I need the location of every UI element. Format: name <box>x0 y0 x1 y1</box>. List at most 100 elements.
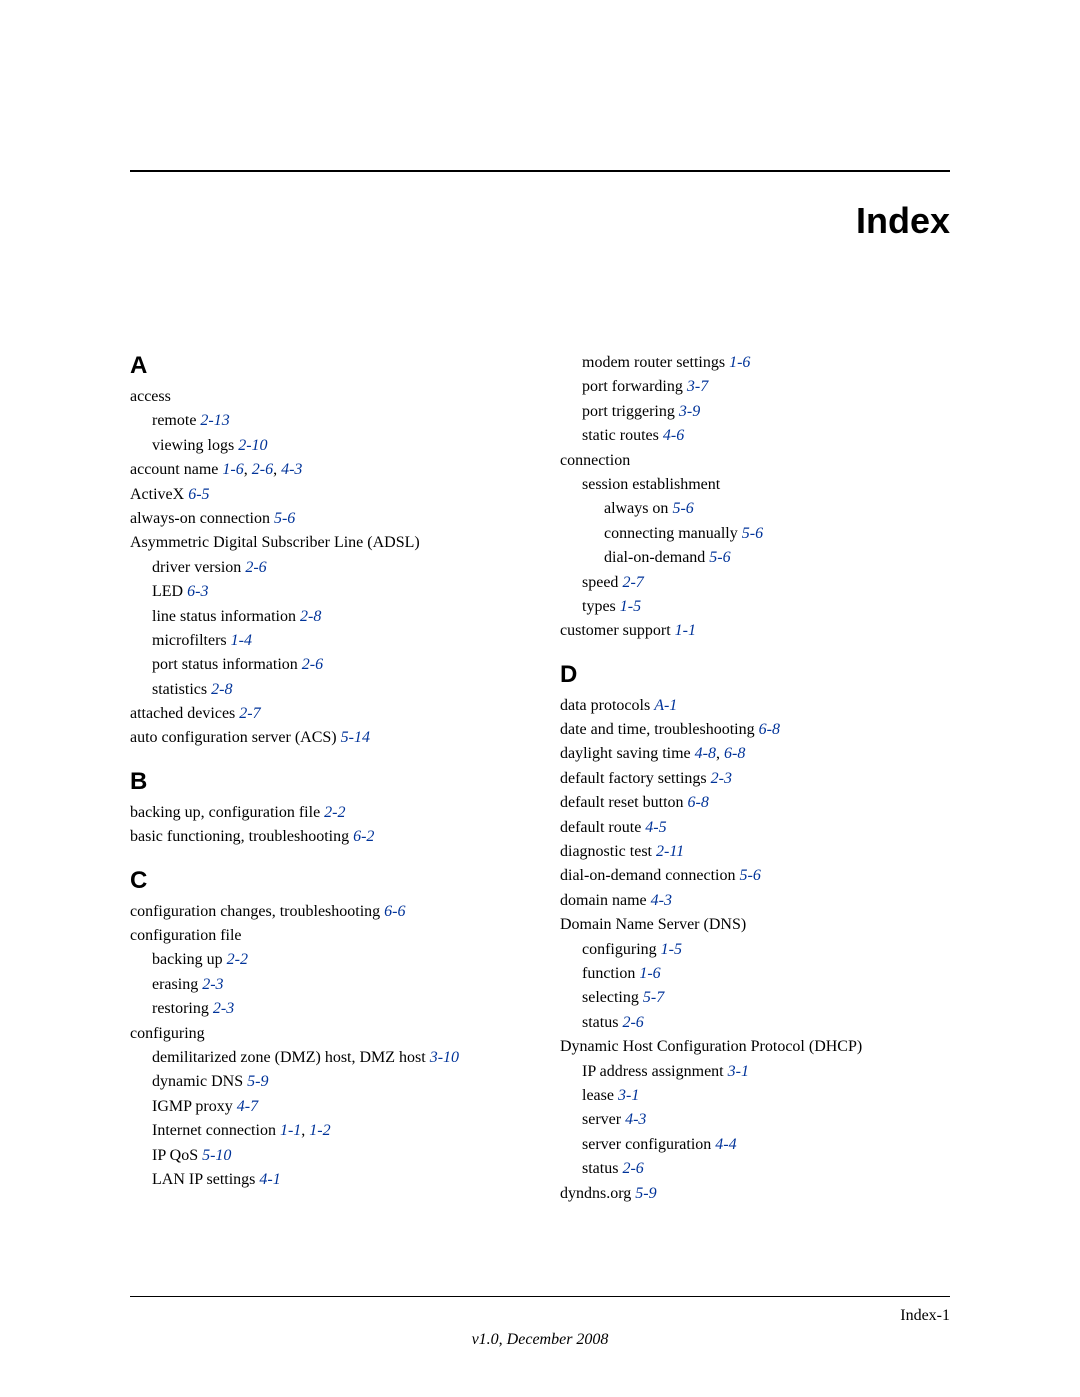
entry-text: LAN IP settings <box>152 1171 255 1188</box>
index-entry: IP address assignment 3-1 <box>560 1061 950 1083</box>
entry-text: server <box>582 1111 621 1128</box>
page-ref-link[interactable]: 1-6 <box>222 461 243 478</box>
page-ref-link[interactable]: 2-6 <box>245 559 266 576</box>
entry-text: diagnostic test <box>560 843 652 860</box>
page-ref-link[interactable]: 1-5 <box>661 941 682 958</box>
index-entry: customer support 1-1 <box>560 620 950 642</box>
page-ref-link[interactable]: 5-6 <box>740 867 761 884</box>
page-ref-link[interactable]: A-1 <box>654 697 677 714</box>
page-ref-link[interactable]: 2-6 <box>622 1014 643 1031</box>
page-ref-link[interactable]: 6-8 <box>688 794 709 811</box>
page-ref-link[interactable]: 2-3 <box>202 976 223 993</box>
page-ref-link[interactable]: 3-7 <box>687 378 708 395</box>
page-ref-link[interactable]: 3-1 <box>618 1087 639 1104</box>
entry-text: session establishment <box>582 476 720 493</box>
index-entry: Dynamic Host Configuration Protocol (DHC… <box>560 1036 950 1058</box>
page-ref-link[interactable]: 5-6 <box>709 549 730 566</box>
column-left: Aaccessremote 2-13viewing logs 2-10accou… <box>130 352 520 1207</box>
index-entry: default factory settings 2-3 <box>560 768 950 790</box>
page-ref-link[interactable]: 4-7 <box>237 1098 258 1115</box>
page-ref-link[interactable]: 2-7 <box>239 705 260 722</box>
entry-text: status <box>582 1014 618 1031</box>
index-entry: dynamic DNS 5-9 <box>130 1071 520 1093</box>
page-ref-link[interactable]: 2-10 <box>238 437 267 454</box>
page-ref-link[interactable]: 3-1 <box>728 1063 749 1080</box>
page-ref-link[interactable]: 2-6 <box>622 1160 643 1177</box>
page-ref-link[interactable]: 3-10 <box>430 1049 459 1066</box>
page-ref-link[interactable]: 2-2 <box>324 804 345 821</box>
page-ref-link[interactable]: 5-10 <box>202 1147 231 1164</box>
page-ref-link[interactable]: 2-8 <box>300 608 321 625</box>
entry-text: connection <box>560 452 630 469</box>
page-ref-link[interactable]: 1-4 <box>231 632 252 649</box>
page-ref-link[interactable]: 5-14 <box>341 729 370 746</box>
page-ref-link[interactable]: 2-3 <box>213 1000 234 1017</box>
entry-text: attached devices <box>130 705 235 722</box>
page-ref-link[interactable]: 1-1 <box>280 1122 301 1139</box>
section-letter-a: A <box>130 352 520 380</box>
page-ref-link[interactable]: 6-2 <box>353 828 374 845</box>
index-entry: Internet connection 1-1, 1-2 <box>130 1120 520 1142</box>
entry-text: domain name <box>560 892 647 909</box>
page-ref-link[interactable]: 2-8 <box>211 681 232 698</box>
index-entry: diagnostic test 2-11 <box>560 841 950 863</box>
index-entry: restoring 2-3 <box>130 998 520 1020</box>
entry-text: Asymmetric Digital Subscriber Line (ADSL… <box>130 534 420 551</box>
index-entry: domain name 4-3 <box>560 890 950 912</box>
page-ref-link[interactable]: 5-6 <box>742 525 763 542</box>
page-ref-link[interactable]: 1-6 <box>729 354 750 371</box>
index-entry: status 2-6 <box>560 1158 950 1180</box>
entry-text: default route <box>560 819 641 836</box>
page-ref-link[interactable]: 2-13 <box>200 412 229 429</box>
page-ref-link[interactable]: 1-2 <box>309 1122 330 1139</box>
entry-text: configuration file <box>130 927 242 944</box>
index-entry: microfilters 1-4 <box>130 630 520 652</box>
index-entry: connection <box>560 450 950 472</box>
entry-text: viewing logs <box>152 437 234 454</box>
page-ref-link[interactable]: 6-3 <box>187 583 208 600</box>
page: Index Aaccessremote 2-13viewing logs 2-1… <box>0 0 1080 1397</box>
page-ref-link[interactable]: 5-9 <box>247 1073 268 1090</box>
entry-text: Internet connection <box>152 1122 276 1139</box>
page-ref-link[interactable]: 6-8 <box>724 745 745 762</box>
index-entry: IP QoS 5-10 <box>130 1145 520 1167</box>
page-ref-link[interactable]: 4-4 <box>715 1136 736 1153</box>
page-ref-link[interactable]: 1-1 <box>675 622 696 639</box>
page-ref-link[interactable]: 2-2 <box>227 951 248 968</box>
entry-text: dyndns.org <box>560 1185 631 1202</box>
page-ref-link[interactable]: 2-7 <box>622 574 643 591</box>
index-entry: remote 2-13 <box>130 410 520 432</box>
page-ref-link[interactable]: 2-6 <box>252 461 273 478</box>
index-entry: static routes 4-6 <box>560 425 950 447</box>
index-entry: selecting 5-7 <box>560 987 950 1009</box>
page-ref-link[interactable]: 4-6 <box>663 427 684 444</box>
page-ref-link[interactable]: 3-9 <box>679 403 700 420</box>
page-ref-link[interactable]: 2-6 <box>302 656 323 673</box>
entry-text: server configuration <box>582 1136 711 1153</box>
page-ref-link[interactable]: 5-7 <box>643 989 664 1006</box>
page-ref-link[interactable]: 6-5 <box>188 486 209 503</box>
index-entry: configuring 1-5 <box>560 939 950 961</box>
page-ref-link[interactable]: 6-8 <box>759 721 780 738</box>
page-ref-link[interactable]: 5-6 <box>274 510 295 527</box>
page-ref-link[interactable]: 6-6 <box>384 903 405 920</box>
index-entry: LED 6-3 <box>130 581 520 603</box>
index-entry: statistics 2-8 <box>130 679 520 701</box>
page-ref-link[interactable]: 4-3 <box>281 461 302 478</box>
page-ref-link[interactable]: 4-1 <box>259 1171 280 1188</box>
page-ref-link[interactable]: 4-5 <box>645 819 666 836</box>
page-ref-link[interactable]: 2-3 <box>711 770 732 787</box>
page-ref-link[interactable]: 1-6 <box>639 965 660 982</box>
page-ref-link[interactable]: 4-3 <box>625 1111 646 1128</box>
page-ref-link[interactable]: 5-9 <box>635 1185 656 1202</box>
entry-text: speed <box>582 574 618 591</box>
index-entry: Domain Name Server (DNS) <box>560 914 950 936</box>
entry-text: data protocols <box>560 697 650 714</box>
page-ref-link[interactable]: 5-6 <box>672 500 693 517</box>
page-ref-link[interactable]: 4-8 <box>695 745 716 762</box>
page-ref-link[interactable]: 1-5 <box>620 598 641 615</box>
page-ref-link[interactable]: 2-11 <box>656 843 684 860</box>
page-ref-link[interactable]: 4-3 <box>651 892 672 909</box>
index-entry: always-on connection 5-6 <box>130 508 520 530</box>
section-letter-d: D <box>560 661 950 689</box>
